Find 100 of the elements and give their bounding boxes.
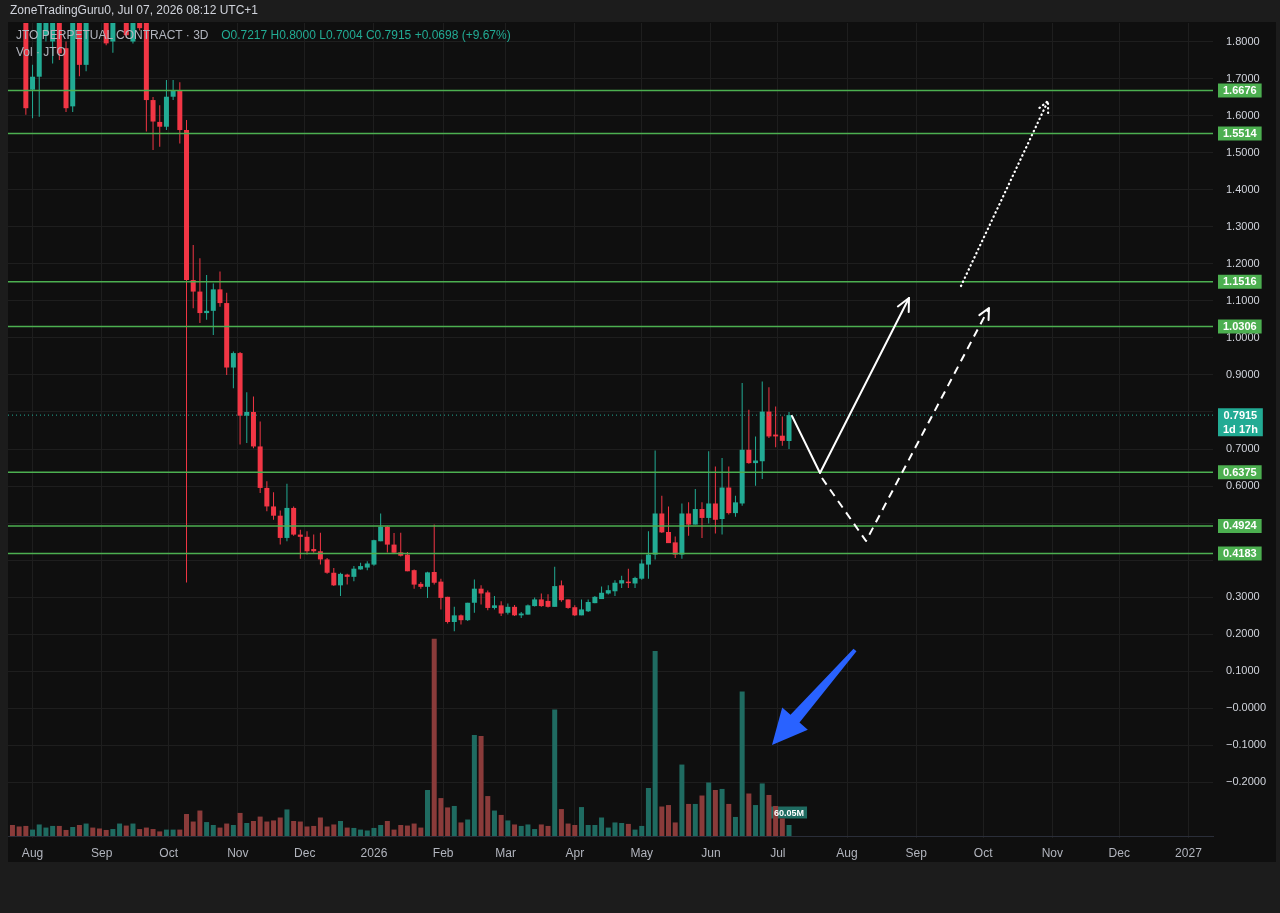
bar — [558, 809, 564, 836]
y-tick-label: 0.1000 — [1226, 664, 1260, 677]
bar — [465, 819, 471, 836]
y-tick-label: 0.7000 — [1226, 442, 1260, 455]
y-tick-label: −0.2000 — [1226, 775, 1267, 788]
x-tick-label: Feb — [432, 845, 454, 860]
bar — [204, 822, 210, 836]
bar — [70, 827, 76, 836]
x-tick-label: Oct — [973, 845, 994, 860]
bar — [170, 829, 176, 836]
x-tick-label: 2026 — [360, 845, 388, 860]
bar — [217, 827, 223, 836]
bar — [90, 827, 96, 836]
ref-line-label: 1.0306 — [1222, 320, 1257, 333]
y-tick-label: −0.1000 — [1226, 738, 1267, 751]
bar — [9, 825, 15, 836]
bar — [739, 691, 745, 836]
bar — [344, 827, 350, 836]
ref-line-label: 0.4924 — [1222, 519, 1258, 532]
bar — [378, 825, 384, 836]
bar — [384, 820, 390, 836]
ref-line-label: 1.6676 — [1222, 84, 1257, 97]
bar — [143, 827, 149, 836]
y-tick-label: 1.2000 — [1226, 256, 1260, 269]
x-tick-label: Mar — [495, 845, 516, 860]
y-tick-label: 1.4000 — [1226, 182, 1260, 195]
bar — [284, 809, 290, 836]
bar — [103, 829, 109, 836]
bar — [578, 807, 584, 836]
bar — [404, 825, 410, 836]
x-tick-label: Nov — [227, 845, 249, 860]
x-tick-label: 2027 — [1175, 845, 1203, 860]
bar — [110, 829, 116, 836]
y-tick-label: 1.8000 — [1226, 34, 1260, 47]
ref-line-label: 0.4183 — [1222, 546, 1257, 559]
bar — [491, 810, 497, 836]
y-tick-label: −0.0000 — [1226, 701, 1267, 714]
candlestick — [297, 529, 303, 559]
y-tick-label: 1.0000 — [1226, 330, 1260, 343]
bar — [706, 782, 712, 836]
bar — [599, 817, 605, 836]
bar — [291, 820, 297, 836]
bar — [425, 790, 431, 836]
x-tick-label: Sep — [905, 845, 928, 860]
bar — [712, 790, 718, 836]
bar — [512, 824, 518, 836]
bar — [337, 820, 343, 836]
bar — [83, 823, 89, 836]
bar — [224, 823, 230, 836]
bar — [505, 820, 511, 836]
bar — [766, 794, 772, 836]
bar — [666, 805, 672, 836]
bar — [451, 805, 457, 836]
bar — [625, 823, 631, 836]
bar — [56, 825, 62, 836]
bar — [552, 709, 558, 836]
annotation: O0.7217 H0.8000 L0.7004 C0.7915 +0.0698 (+9.67%) — [221, 28, 511, 43]
bar — [699, 795, 705, 836]
y-tick-label: 1.5000 — [1226, 145, 1260, 158]
bar — [230, 825, 236, 836]
bar — [652, 650, 658, 836]
x-tick-label: Nov — [1041, 845, 1064, 860]
bar — [237, 812, 243, 836]
y-tick-label: 1.7000 — [1226, 71, 1260, 84]
bar — [297, 821, 303, 836]
y-tick-label: 0.9000 — [1226, 367, 1260, 380]
bar — [271, 820, 277, 836]
bar — [686, 803, 692, 836]
ref-line-label: 0.7915 1d 17h — [1222, 408, 1259, 435]
x-tick-label: Aug — [21, 845, 44, 860]
x-tick-label: Jun — [701, 845, 721, 860]
bar — [210, 825, 216, 836]
y-tick-label: 0.3000 — [1226, 590, 1260, 603]
bar — [117, 823, 123, 836]
bar — [63, 829, 69, 836]
bar — [779, 818, 785, 836]
candlestick — [204, 274, 210, 320]
bar — [76, 825, 82, 836]
x-tick-label: Jul — [770, 845, 786, 860]
data-label: 60.05M — [774, 807, 805, 818]
bar — [458, 822, 464, 836]
bar — [538, 824, 544, 836]
bar — [184, 814, 190, 836]
bar — [123, 825, 129, 836]
y-tick-label: 1.1000 — [1226, 293, 1260, 306]
x-tick-label: Dec — [294, 845, 316, 860]
bar — [244, 822, 250, 836]
bar — [498, 814, 504, 836]
bar — [250, 820, 256, 836]
ref-line-label: 1.5514 — [1222, 127, 1258, 140]
x-tick-label: Apr — [565, 845, 585, 860]
bar — [545, 825, 551, 836]
bar — [726, 803, 732, 836]
bar — [786, 825, 792, 836]
bar — [30, 829, 36, 836]
bar — [137, 829, 143, 836]
bar — [471, 735, 477, 836]
x-tick-label: Aug — [836, 845, 858, 860]
y-tick-label: 1.3000 — [1226, 219, 1260, 232]
bar — [50, 825, 56, 836]
